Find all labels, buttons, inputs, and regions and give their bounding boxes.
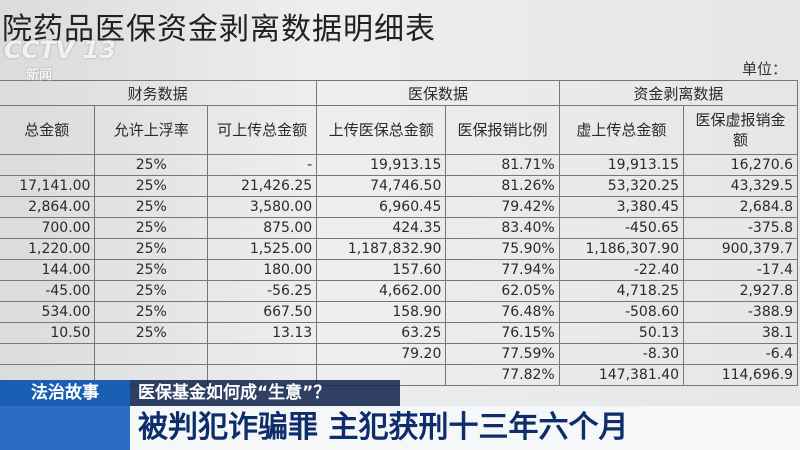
table-cell: 700.00: [0, 217, 96, 239]
table-cell: -375.8: [683, 217, 798, 239]
logo-sub: 新闻: [26, 68, 53, 83]
table-cell: 74,746.50: [316, 175, 447, 197]
table-cell: -508.60: [558, 301, 685, 323]
table-cell: 75.90%: [445, 238, 560, 260]
table-cell: 900,379.7: [683, 238, 798, 260]
table-cell: -388.9: [683, 301, 798, 323]
table-cell: 1,187,832.90: [316, 238, 447, 260]
table-cell: 19,913.15: [558, 154, 685, 176]
table-cell: 144.00: [0, 259, 96, 281]
banner-topic: 医保基金如何成“生意”？: [130, 380, 400, 406]
logo-channel: CCTV 13: [4, 36, 116, 64]
table-cell: 667.50: [207, 301, 318, 323]
table-cell: 76.15%: [445, 322, 560, 344]
table-cell: 4,718.25: [558, 280, 685, 302]
column-header: 医保报销比例: [445, 105, 560, 155]
table-cell: 77.82%: [445, 364, 560, 386]
table-cell: 25%: [94, 280, 209, 302]
table-cell: 3,580.00: [207, 196, 318, 218]
table-cell: 3,380.45: [558, 196, 685, 218]
table-cell: -8.30: [558, 343, 685, 365]
table-cell: 2,864.00: [0, 196, 96, 218]
table-cell: 875.00: [207, 217, 318, 239]
table-cell: 50.13: [558, 322, 685, 344]
column-header: 允许上浮率: [94, 105, 209, 155]
banner-tag: 法治故事: [0, 380, 130, 406]
table-cell: 25%: [94, 238, 209, 260]
table-cell: 19,913.15: [316, 154, 447, 176]
table-cell: 114,696.9: [683, 364, 798, 386]
table-cell: 534.00: [0, 301, 96, 323]
table-cell: 53,320.25: [558, 175, 685, 197]
banner-headline: 被判犯诈骗罪 主犯获刑十三年六个月: [138, 410, 629, 445]
table-cell: [207, 343, 318, 365]
table-cell: 6,960.45: [316, 196, 447, 218]
table-cell: 25%: [94, 322, 209, 344]
table-cell: 25%: [94, 196, 209, 218]
table-cell: 4,662.00: [316, 280, 447, 302]
table-cell: -56.25: [207, 280, 318, 302]
banner-bar: [0, 406, 800, 450]
table-cell: 83.40%: [445, 217, 560, 239]
unit-label: 单位：: [742, 60, 788, 78]
table-cell: 25%: [94, 301, 209, 323]
group-header: 财务数据: [0, 80, 318, 106]
table-cell: -45.00: [0, 280, 96, 302]
table-cell: -6.4: [683, 343, 798, 365]
table-cell: 17,141.00: [0, 175, 96, 197]
table-cell: 38.1: [683, 322, 798, 344]
table-cell: 25%: [94, 259, 209, 281]
table-cell: [0, 343, 96, 365]
table-cell: 16,270.6: [683, 154, 798, 176]
column-header: 上传医保总金额: [316, 105, 447, 155]
table-cell: 77.59%: [445, 343, 560, 365]
table-cell: 157.60: [316, 259, 447, 281]
doc-title: 院药品医保资金剥离数据明细表: [2, 12, 436, 47]
table-cell: 76.48%: [445, 301, 560, 323]
table-cell: [94, 343, 209, 365]
table-cell: 1,220.00: [0, 238, 96, 260]
table-cell: 81.26%: [445, 175, 560, 197]
table-cell: -17.4: [683, 259, 798, 281]
group-header: 资金剥离数据: [558, 80, 799, 106]
table-cell: 21,426.25: [207, 175, 318, 197]
table-cell: 25%: [94, 217, 209, 239]
column-header: 总金额: [0, 105, 96, 155]
table-cell: 158.90: [316, 301, 447, 323]
data-table: 财务数据 医保数据 资金剥离数据总金额 允许上浮率 可上传总金额 上传医保总金额 医保报销比…: [0, 80, 799, 386]
table-cell: 63.25: [316, 322, 447, 344]
table-cell: -22.40: [558, 259, 685, 281]
table-cell: [0, 154, 96, 176]
channel-logo: CCTV 13 新闻: [4, 36, 116, 83]
table-cell: 147,381.40: [558, 364, 685, 386]
group-header: 医保数据: [316, 80, 560, 106]
table-cell: 81.71%: [445, 154, 560, 176]
table-cell: 2,927.8: [683, 280, 798, 302]
table-cell: 79.42%: [445, 196, 560, 218]
table-cell: 62.05%: [445, 280, 560, 302]
table-cell: 1,525.00: [207, 238, 318, 260]
table-cell: 424.35: [316, 217, 447, 239]
table-cell: 2,684.8: [683, 196, 798, 218]
table-cell: 77.94%: [445, 259, 560, 281]
table-cell: -450.65: [558, 217, 685, 239]
table-cell: 25%: [94, 154, 209, 176]
table-cell: 43,329.5: [683, 175, 798, 197]
table-cell: 180.00: [207, 259, 318, 281]
table-cell: 25%: [94, 175, 209, 197]
column-header: 可上传总金额: [207, 105, 318, 155]
table-cell: -: [207, 154, 318, 176]
table-cell: 79.20: [316, 343, 447, 365]
column-header: 医保虚报销金额: [683, 105, 798, 155]
column-header: 虚上传总金额: [558, 105, 685, 155]
table-cell: 1,186,307.90: [558, 238, 685, 260]
table-cell: 10.50: [0, 322, 96, 344]
table-cell: 13.13: [207, 322, 318, 344]
